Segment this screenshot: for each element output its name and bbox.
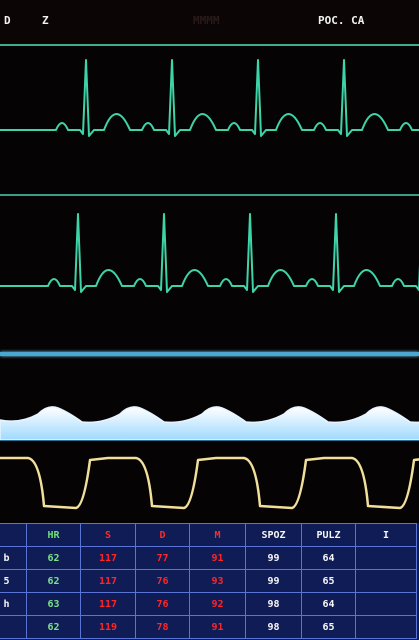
extra-value [355,546,417,570]
vitals-row: 5 62 117 76 93 99 65 [0,569,417,593]
ecg-waveform-2 [0,213,419,293]
pulse-value: 65 [301,615,356,639]
divider-line [0,352,419,356]
extra-value [355,592,417,616]
pulse-value: 64 [301,592,356,616]
extra-value [355,615,417,639]
vitals-row: h 63 117 76 92 98 64 [0,592,417,616]
extra-value [355,569,417,593]
diastolic-value: 76 [135,569,190,593]
pulse-value: 65 [301,569,356,593]
col-header-spo2: SPOZ [245,523,302,547]
systolic-value: 117 [80,569,136,593]
hr-value: 62 [26,546,81,570]
vitals-row: 62 119 78 91 98 65 [0,615,417,639]
diastolic-value: 77 [135,546,190,570]
vitals-table-panel: HR S D M SPOZ PULZ I b 62 117 77 91 99 [0,523,419,640]
col-header-mean: M [189,523,246,547]
mean-value: 91 [189,546,246,570]
col-header-extra: I [355,523,417,547]
top-faint-label: MMMM [193,14,220,27]
monitor-top-bar: D Z MMMM POC. CA [0,0,419,46]
co2-waveform [0,456,419,510]
col-header-diastolic: D [135,523,190,547]
row-marker: 5 [0,569,27,593]
spo2-value: 99 [245,546,302,570]
top-left-label: D [4,14,11,27]
ecg-waveform-1 [0,59,419,137]
mean-value: 91 [189,615,246,639]
systolic-value: 119 [80,615,136,639]
col-header-index [0,523,27,547]
divider-line [0,194,419,196]
col-header-hr: HR [26,523,81,547]
mean-value: 92 [189,592,246,616]
hr-value: 63 [26,592,81,616]
spo2-value: 98 [245,615,302,639]
systolic-value: 117 [80,546,136,570]
pleth-waveform [0,406,419,440]
row-marker: h [0,592,27,616]
col-header-systolic: S [80,523,136,547]
vitals-header-row: HR S D M SPOZ PULZ I [0,523,417,547]
vitals-row: b 62 117 77 91 99 64 [0,546,417,570]
diastolic-value: 78 [135,615,190,639]
diastolic-value: 76 [135,592,190,616]
vitals-table: HR S D M SPOZ PULZ I b 62 117 77 91 99 [0,523,417,639]
mean-value: 93 [189,569,246,593]
spo2-value: 98 [245,592,302,616]
hr-value: 62 [26,615,81,639]
row-marker [0,615,27,639]
spo2-value: 99 [245,569,302,593]
top-right-label: POC. CA [318,14,365,27]
hr-value: 62 [26,569,81,593]
row-marker: b [0,546,27,570]
divider-line [0,440,419,441]
top-number-label: Z [42,14,49,27]
systolic-value: 117 [80,592,136,616]
pulse-value: 64 [301,546,356,570]
col-header-pulse: PULZ [301,523,356,547]
